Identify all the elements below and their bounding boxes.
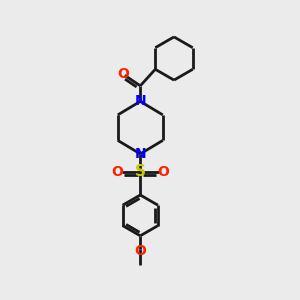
Text: N: N — [134, 147, 146, 161]
Text: O: O — [111, 165, 123, 179]
Text: S: S — [135, 164, 146, 179]
Text: O: O — [158, 165, 169, 179]
Text: O: O — [117, 67, 129, 81]
Text: N: N — [134, 94, 146, 108]
Text: O: O — [134, 244, 146, 258]
